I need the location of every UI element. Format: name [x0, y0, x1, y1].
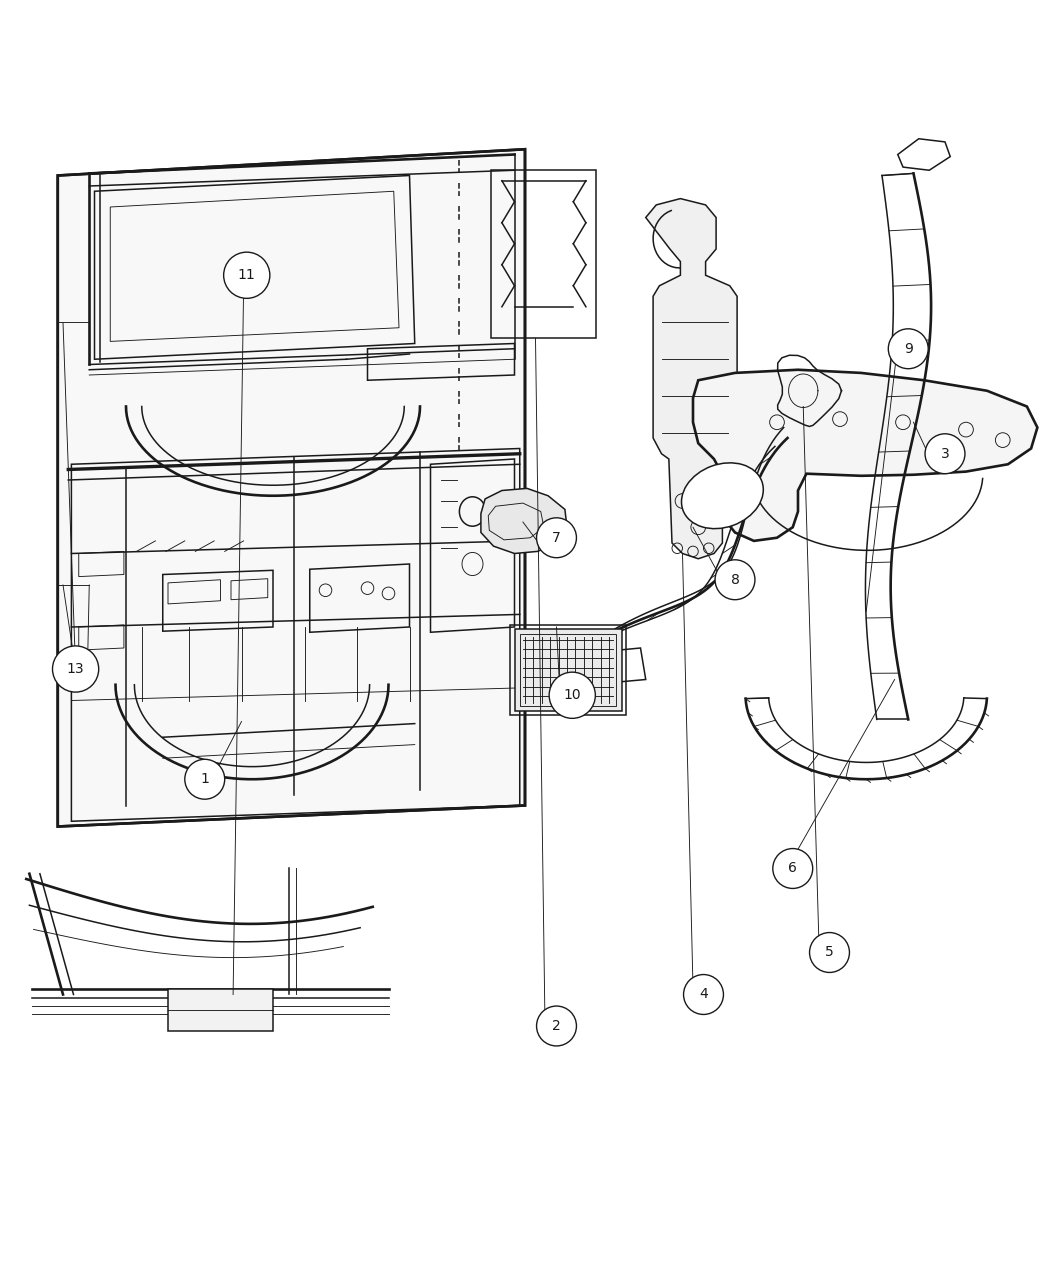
Text: 3: 3 — [941, 446, 949, 460]
Text: 11: 11 — [238, 268, 255, 282]
Text: 1: 1 — [201, 773, 209, 787]
Circle shape — [773, 849, 813, 889]
Circle shape — [684, 974, 723, 1015]
Text: 8: 8 — [731, 572, 739, 586]
Polygon shape — [58, 149, 525, 826]
Polygon shape — [514, 629, 622, 711]
Text: 9: 9 — [904, 342, 912, 356]
Circle shape — [52, 646, 99, 692]
Text: 6: 6 — [789, 862, 797, 876]
Polygon shape — [693, 370, 1037, 541]
Circle shape — [185, 760, 225, 799]
Polygon shape — [646, 199, 737, 558]
Circle shape — [925, 434, 965, 474]
Text: 5: 5 — [825, 946, 834, 960]
Text: 4: 4 — [699, 988, 708, 1001]
Ellipse shape — [681, 463, 763, 529]
Text: 13: 13 — [67, 662, 84, 676]
Text: 10: 10 — [564, 688, 581, 703]
Polygon shape — [481, 488, 567, 553]
Circle shape — [810, 932, 849, 973]
Circle shape — [537, 518, 576, 557]
Polygon shape — [168, 989, 273, 1031]
Circle shape — [549, 672, 595, 718]
Circle shape — [224, 252, 270, 298]
Circle shape — [888, 329, 928, 368]
Text: 7: 7 — [552, 530, 561, 544]
Circle shape — [715, 560, 755, 599]
Text: 2: 2 — [552, 1019, 561, 1033]
Circle shape — [537, 1006, 576, 1046]
